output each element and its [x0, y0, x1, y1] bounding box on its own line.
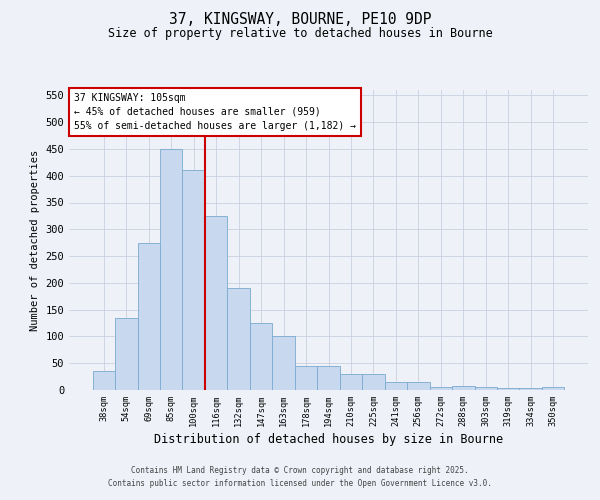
Bar — [115, 318, 137, 390]
Bar — [160, 149, 182, 390]
Bar — [250, 323, 272, 390]
X-axis label: Distribution of detached houses by size in Bourne: Distribution of detached houses by size … — [154, 434, 503, 446]
Bar — [542, 388, 565, 390]
Bar — [182, 170, 205, 390]
Bar — [430, 388, 452, 390]
Bar — [385, 382, 407, 390]
Bar — [520, 388, 542, 390]
Bar — [340, 374, 362, 390]
Bar — [137, 242, 160, 390]
Bar — [317, 366, 340, 390]
Text: Size of property relative to detached houses in Bourne: Size of property relative to detached ho… — [107, 28, 493, 40]
Bar — [362, 374, 385, 390]
Bar — [475, 388, 497, 390]
Bar — [272, 336, 295, 390]
Bar — [497, 388, 520, 390]
Bar — [205, 216, 227, 390]
Bar — [92, 371, 115, 390]
Text: 37, KINGSWAY, BOURNE, PE10 9DP: 37, KINGSWAY, BOURNE, PE10 9DP — [169, 12, 431, 28]
Text: 37 KINGSWAY: 105sqm
← 45% of detached houses are smaller (959)
55% of semi-detac: 37 KINGSWAY: 105sqm ← 45% of detached ho… — [74, 93, 356, 131]
Bar — [295, 366, 317, 390]
Bar — [407, 382, 430, 390]
Text: Contains HM Land Registry data © Crown copyright and database right 2025.
Contai: Contains HM Land Registry data © Crown c… — [108, 466, 492, 487]
Bar — [227, 288, 250, 390]
Bar — [452, 386, 475, 390]
Y-axis label: Number of detached properties: Number of detached properties — [30, 150, 40, 330]
